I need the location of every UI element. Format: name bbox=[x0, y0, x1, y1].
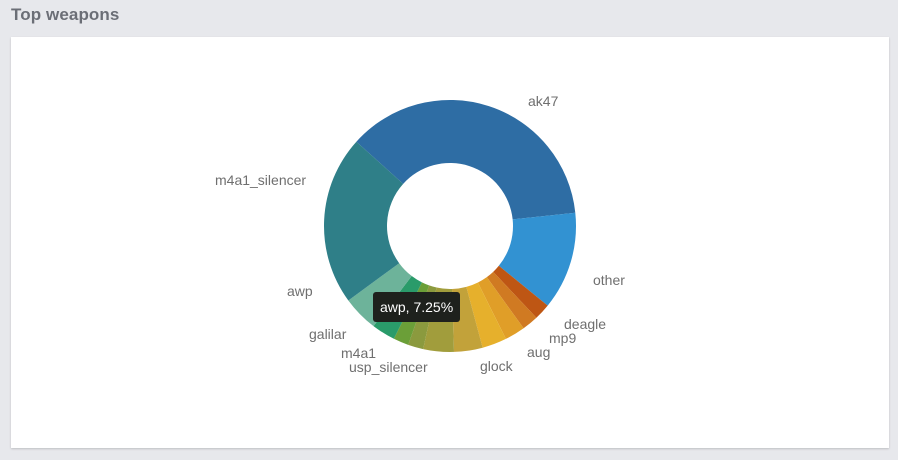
slice-label-other: other bbox=[593, 272, 625, 288]
slice-label-deagle: deagle bbox=[564, 316, 606, 332]
slice-m4a1_silencer[interactable] bbox=[323, 141, 404, 301]
panel-title: Top weapons bbox=[11, 5, 120, 24]
slice-label-awp: awp bbox=[287, 283, 313, 299]
slice-label-ak47: ak47 bbox=[528, 93, 559, 109]
slice-deagle[interactable] bbox=[493, 265, 548, 318]
slice-label-m4a1_silencer: m4a1_silencer bbox=[215, 172, 306, 188]
donut-chart: ak47otherdeaglemp9augglockusp_silencerm4… bbox=[215, 93, 625, 375]
slice-label-galilar: galilar bbox=[309, 326, 347, 342]
slice-label-aug: aug bbox=[527, 344, 550, 360]
chart-tooltip: awp, 7.25% bbox=[373, 292, 461, 322]
slice-label-glock: glock bbox=[480, 358, 514, 374]
slice-label-m4a1: m4a1 bbox=[341, 345, 376, 361]
slice-other[interactable] bbox=[498, 212, 576, 306]
slice-mp9[interactable] bbox=[486, 271, 537, 329]
slice-glock[interactable] bbox=[466, 282, 506, 348]
slice-label-mp9: mp9 bbox=[549, 330, 576, 346]
chart-card: ak47 other deagle mp9 aug glock usp_silencer m4… bbox=[11, 37, 889, 448]
slice-label-usp_silencer: usp_silencer bbox=[349, 359, 428, 375]
slice-aug[interactable] bbox=[477, 277, 524, 339]
chart-labels: ak47otherdeaglemp9augglockusp_silencerm4… bbox=[215, 93, 625, 375]
slice-ak47[interactable] bbox=[356, 100, 576, 220]
